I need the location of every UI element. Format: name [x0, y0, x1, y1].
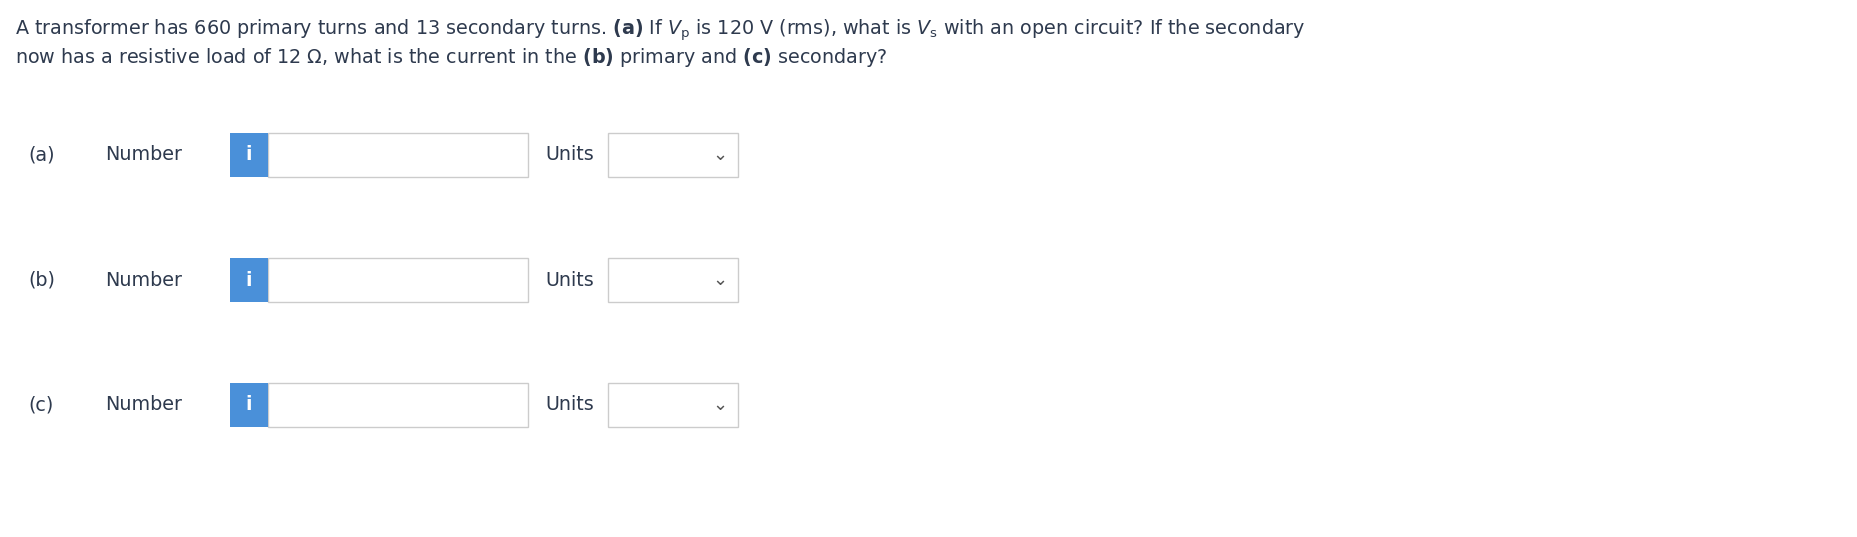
Text: i: i: [245, 146, 253, 164]
Text: A transformer has 660 primary turns and 13 secondary turns. $\mathbf{(a)}$ If $V: A transformer has 660 primary turns and …: [15, 18, 1305, 43]
FancyBboxPatch shape: [607, 133, 737, 177]
Text: Number: Number: [106, 271, 182, 289]
Text: Units: Units: [544, 146, 594, 164]
Text: i: i: [245, 395, 253, 415]
Text: i: i: [245, 271, 253, 289]
FancyBboxPatch shape: [267, 258, 527, 302]
Text: ⌄: ⌄: [711, 396, 728, 414]
Text: now has a resistive load of 12 $\Omega$, what is the current in the $\mathbf{(b): now has a resistive load of 12 $\Omega$,…: [15, 46, 888, 69]
Text: ⌄: ⌄: [711, 146, 728, 164]
FancyBboxPatch shape: [607, 383, 737, 427]
FancyBboxPatch shape: [230, 383, 267, 427]
FancyBboxPatch shape: [607, 258, 737, 302]
Text: Units: Units: [544, 395, 594, 415]
FancyBboxPatch shape: [267, 133, 527, 177]
FancyBboxPatch shape: [267, 383, 527, 427]
FancyBboxPatch shape: [230, 133, 267, 177]
Text: (c): (c): [28, 395, 54, 415]
Text: ⌄: ⌄: [711, 271, 728, 289]
Text: Number: Number: [106, 395, 182, 415]
Text: Number: Number: [106, 146, 182, 164]
Text: (b): (b): [28, 271, 56, 289]
Text: Units: Units: [544, 271, 594, 289]
FancyBboxPatch shape: [230, 258, 267, 302]
Text: (a): (a): [28, 146, 54, 164]
